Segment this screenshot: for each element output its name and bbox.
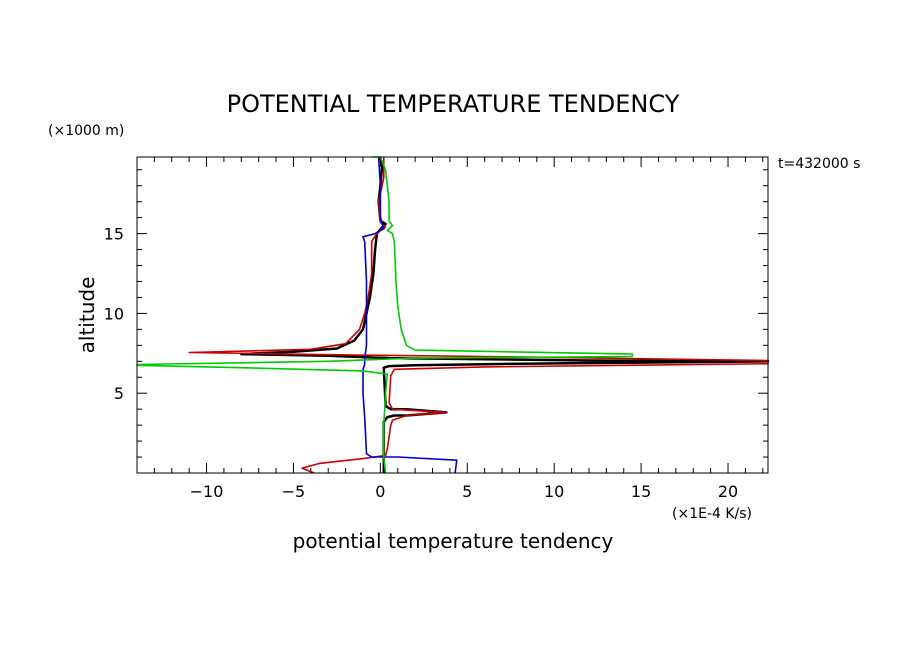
y-tick-label: 10 [104,304,124,323]
chart-title: POTENTIAL TEMPERATURE TENDENCY [227,90,680,118]
y-tick-label: 5 [114,384,124,403]
series-line-3 [136,156,634,474]
axis-ticks: −10 −5 0 5 10 15 20 5 10 15 [104,157,768,501]
x-tick-label: −5 [282,482,306,501]
y-axis-label: altitude [75,277,99,354]
x-tick-label: 15 [631,482,651,501]
series-line-0 [240,156,770,473]
x-tick-label: −10 [190,482,224,501]
x-tick-label: 10 [544,482,564,501]
x-axis-label: potential temperature tendency [293,529,614,553]
x-tick-label: 0 [375,482,385,501]
x-tick-label: 5 [462,482,472,501]
y-tick-label: 15 [104,225,124,244]
x-unit-label: (×1E-4 K/s) [672,506,752,522]
series-group [136,156,770,474]
x-tick-label: 20 [718,482,738,501]
plot-frame [136,156,769,474]
series-line-2 [362,156,458,474]
series-line-1 [188,157,769,474]
time-label: t=432000 s [778,156,860,172]
y-unit-label: (×1000 m) [48,123,124,139]
